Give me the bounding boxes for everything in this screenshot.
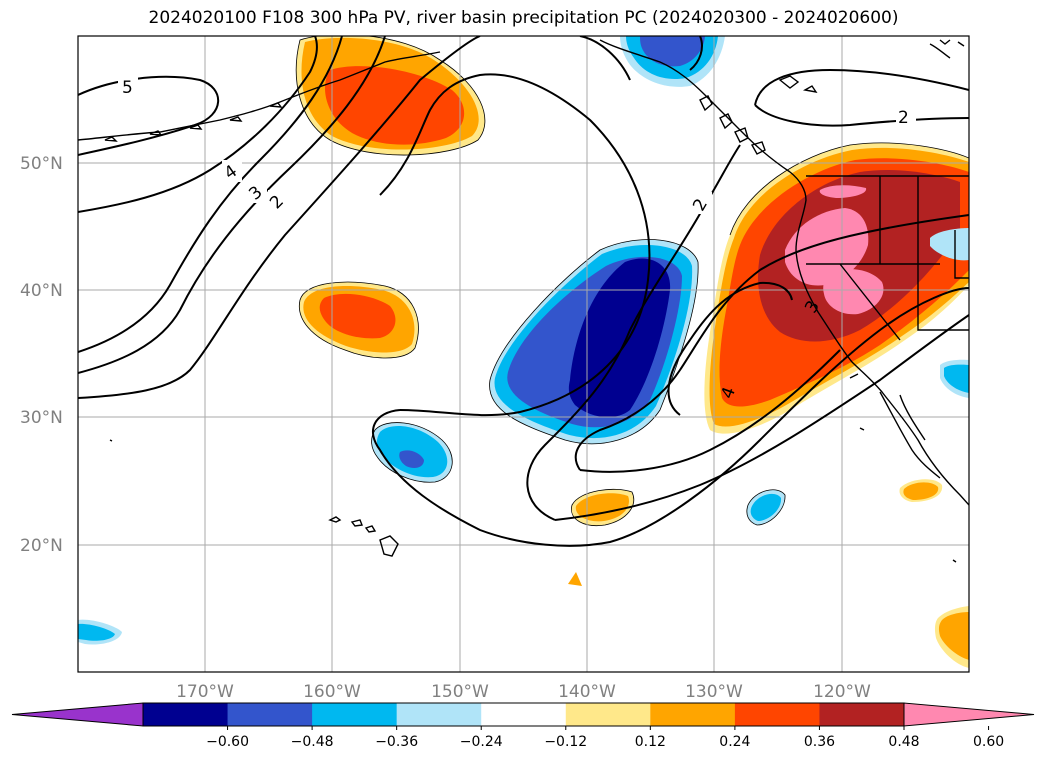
- colorbar-box: [396, 703, 482, 726]
- colorbar-tick-label: −0.48: [291, 734, 334, 750]
- colorbar: −0.60 −0.48 −0.36 −0.24 −0.12 0.12 0.24 0.36 0.4…: [11, 702, 1035, 750]
- positive-anomaly-west-coast: [704, 142, 969, 434]
- positive-anomaly-mexico: [899, 479, 943, 502]
- lat-label-50n: 50°N: [20, 154, 63, 174]
- contour-label-bg: [118, 76, 138, 96]
- colorbar-box: [565, 703, 651, 726]
- colorbar-tick-label: −0.60: [206, 734, 249, 750]
- contour-label-bg: [222, 160, 242, 182]
- colorbar-box: [481, 703, 567, 726]
- lat-label-40n: 40°N: [20, 281, 63, 301]
- colorbar-box: [734, 703, 820, 726]
- colorbar-tick-label: 0.60: [973, 734, 1004, 750]
- colorbar-tick-label: 0.48: [888, 734, 919, 750]
- colorbar-tick-label: 0.36: [804, 734, 835, 750]
- colorbar-extend-low: [11, 702, 144, 727]
- map-panel: 5 4 3 2 2 2 4 3: [78, 36, 969, 672]
- lon-label-140w: 140°W: [558, 682, 616, 702]
- shaded-field: [78, 36, 969, 668]
- positive-anomaly-small: [568, 572, 582, 586]
- map-frame: [77, 35, 970, 673]
- lat-label-20n: 20°N: [20, 536, 63, 556]
- colorbar-tick-label: 0.24: [719, 734, 750, 750]
- negative-anomaly-northeast: [930, 228, 969, 261]
- colorbar-boxes: [142, 702, 905, 727]
- contour-label-bg: [896, 106, 916, 126]
- contour-label-bg: [247, 181, 267, 203]
- graticule: [78, 36, 969, 672]
- lon-label-120w: 120°W: [813, 682, 871, 702]
- negative-anomaly-east: [940, 359, 969, 398]
- contour-label-bg: [268, 190, 288, 212]
- colorbar-tick-label: −0.12: [544, 734, 587, 750]
- shading-outlines: [295, 36, 969, 527]
- lon-labels: 170°W 160°W 150°W 140°W 130°W 120°W: [176, 682, 871, 702]
- negative-anomaly-bottom-left: [78, 619, 122, 645]
- map-title: 2024020100 F108 300 hPa PV, river basin …: [148, 8, 899, 28]
- colorbar-box: [819, 703, 905, 726]
- lon-label-170w: 170°W: [176, 682, 234, 702]
- coastlines: [78, 39, 969, 563]
- colorbar-tick-label: −0.24: [460, 734, 503, 750]
- colorbar-tick-label: −0.36: [375, 734, 418, 750]
- contour-label-bg: [692, 192, 712, 214]
- colorbar-box: [143, 703, 229, 726]
- colorbar-box: [650, 703, 736, 726]
- colorbar-box: [227, 703, 313, 726]
- positive-anomaly-mid-pacific: [299, 282, 419, 358]
- colorbar-tick-label: 0.12: [635, 734, 666, 750]
- contour-label-2: 2: [898, 108, 909, 128]
- contour-label-5: 5: [122, 78, 133, 98]
- lat-label-30n: 30°N: [20, 408, 63, 428]
- positive-anomaly-bottom-right: [934, 606, 969, 668]
- negative-anomaly-gulf-alaska: [620, 36, 725, 87]
- colorbar-extend-high: [903, 702, 1035, 727]
- colorbar-box: [312, 703, 398, 726]
- lon-label-160w: 160°W: [303, 682, 361, 702]
- pv-contours: [78, 36, 969, 547]
- colorbar-ticks: −0.60 −0.48 −0.36 −0.24 −0.12 0.12 0.24 0.36 0.4…: [206, 726, 1004, 750]
- lat-labels: 50°N 40°N 30°N 20°N: [20, 154, 63, 556]
- lon-label-130w: 130°W: [685, 682, 743, 702]
- lon-label-150w: 150°W: [431, 682, 489, 702]
